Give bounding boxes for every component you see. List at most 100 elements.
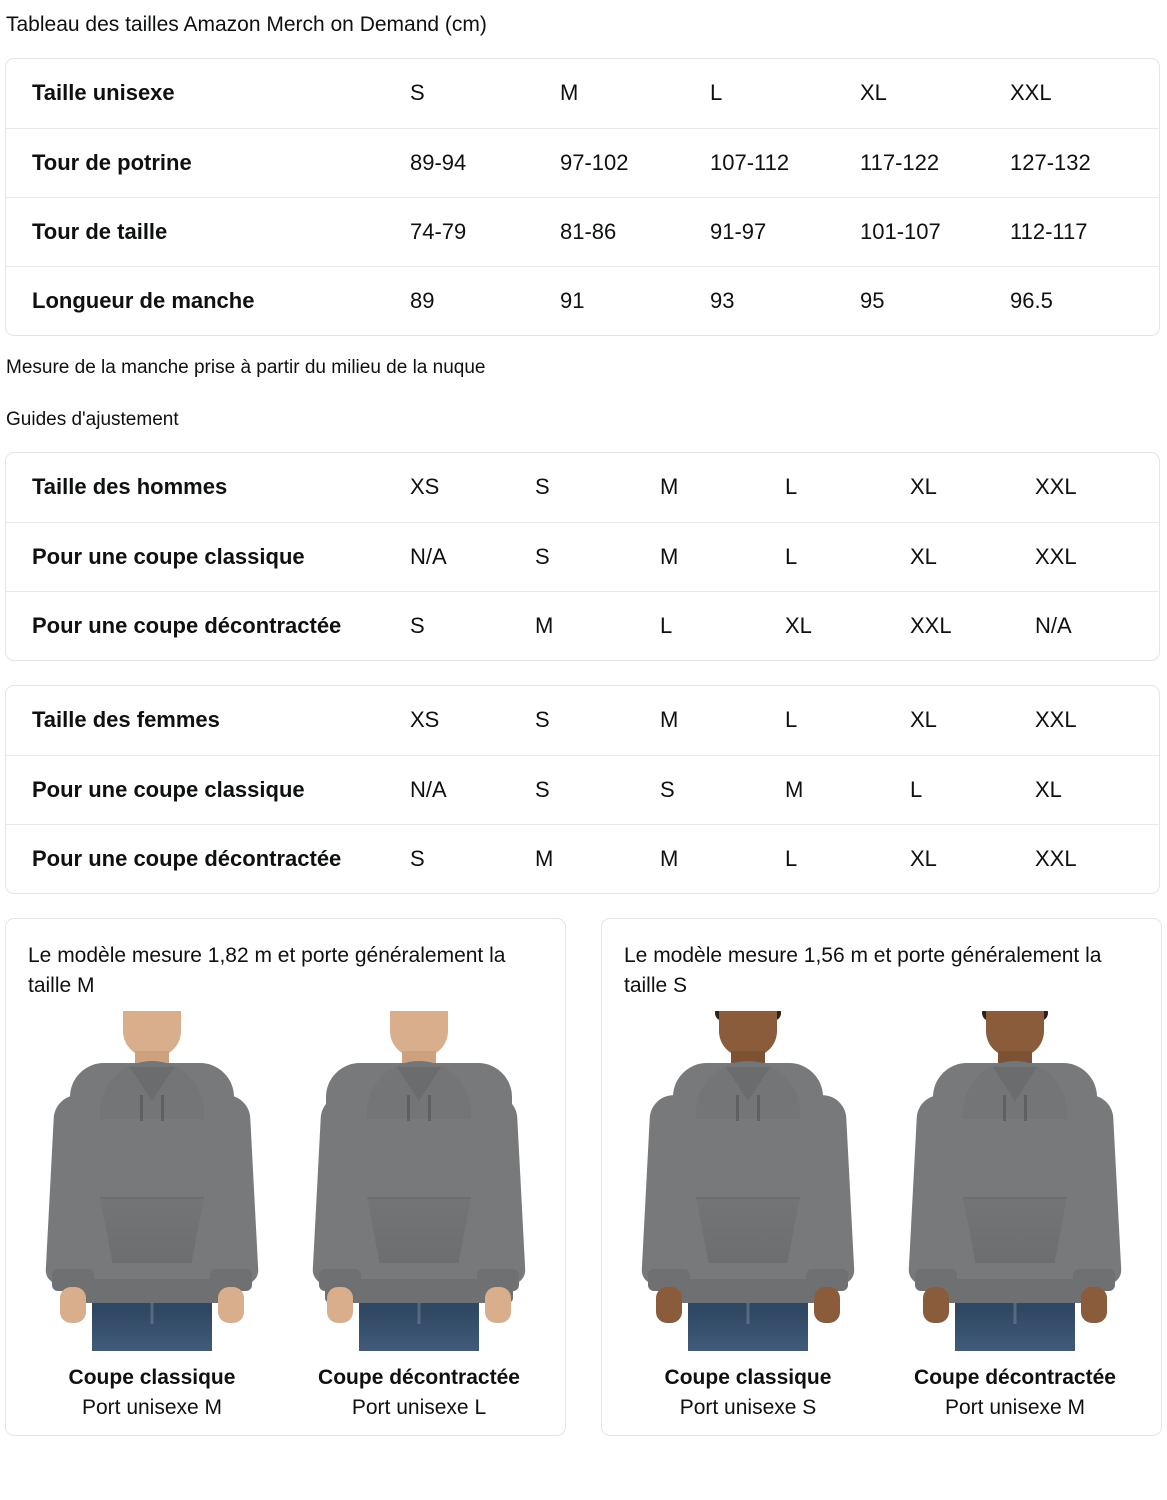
female-classic-photo [624, 1011, 872, 1351]
mens-header-xl: XL [910, 474, 937, 500]
size-chart-header-label: Taille unisexe [32, 80, 175, 106]
mens-relaxed-s: M [535, 590, 660, 660]
female-model-description: Le modèle mesure 1,56 m et porte général… [624, 944, 1102, 997]
cell-waist-m: 81-86 [560, 196, 710, 266]
size-chart-header-xl: XL [860, 80, 887, 106]
row-label-waist: Tour de taille [6, 196, 410, 266]
cell-sleeve-xl: 95 [860, 265, 1010, 335]
male-relaxed-photo [295, 1011, 543, 1351]
cell-waist-s: 74-79 [410, 196, 560, 266]
cell-waist-xl: 101-107 [860, 196, 1010, 266]
womens-row-label-relaxed: Pour une coupe décontractée [6, 823, 410, 893]
womens-fit-header-label: Taille des femmes [32, 707, 220, 733]
womens-row-label-classic: Pour une coupe classique [6, 754, 410, 824]
male-relaxed-wear-label: Port unisexe L [351, 1396, 487, 1419]
figure-male-relaxed: Coupe décontractée Port unisexe L [295, 1011, 543, 1421]
womens-header-m: M [660, 707, 679, 733]
womens-classic-xxl: XL [1035, 754, 1159, 824]
male-classic-photo [28, 1011, 276, 1351]
mens-row-label-classic: Pour une coupe classique [6, 521, 410, 591]
size-chart-header-m: M [560, 80, 579, 106]
table-row-header: Taille des femmes XS S M L XL XXL [6, 686, 1159, 755]
model-card-male: Le modèle mesure 1,82 m et porte général… [5, 918, 566, 1436]
fit-guides-title: Guides d'ajustement [6, 409, 179, 430]
size-chart-header-l: L [710, 80, 723, 106]
womens-relaxed-s: M [535, 823, 660, 893]
womens-relaxed-xs: S [410, 823, 535, 893]
mens-relaxed-m: L [660, 590, 785, 660]
mens-classic-s: S [535, 521, 660, 591]
sleeve-measurement-note: Mesure de la manche prise à partir du mi… [6, 357, 486, 378]
cell-sleeve-xxl: 96.5 [1010, 265, 1159, 335]
mens-classic-xs: N/A [410, 521, 535, 591]
figure-female-relaxed: Coupe décontractée Port unisexe M [891, 1011, 1139, 1421]
table-row: Longueur de manche 89 91 93 95 96.5 [6, 265, 1159, 335]
female-relaxed-fit-label: Coupe décontractée [914, 1366, 1116, 1389]
mens-classic-l: L [785, 521, 910, 591]
mens-header-s: S [535, 474, 550, 500]
womens-relaxed-xl: XL [910, 823, 1035, 893]
womens-fit-guide-table: Taille des femmes XS S M L XL XXL Pour u… [5, 685, 1160, 894]
mens-classic-xxl: XXL [1035, 521, 1159, 591]
male-classic-fit-label: Coupe classique [68, 1366, 236, 1389]
cell-waist-xxl: 112-117 [1010, 196, 1159, 266]
cell-chest-s: 89-94 [410, 127, 560, 197]
womens-relaxed-m: M [660, 823, 785, 893]
table-row: Pour une coupe décontractée S M M L XL X… [6, 823, 1159, 893]
womens-header-xs: XS [410, 707, 440, 733]
cell-sleeve-s: 89 [410, 265, 560, 335]
womens-classic-xl: L [910, 754, 1035, 824]
womens-header-l: L [785, 707, 798, 733]
womens-header-s: S [535, 707, 550, 733]
womens-header-xl: XL [910, 707, 937, 733]
female-relaxed-wear-label: Port unisexe M [944, 1396, 1086, 1419]
figure-female-classic: Coupe classique Port unisexe S [624, 1011, 872, 1421]
mens-relaxed-l: XL [785, 590, 910, 660]
male-classic-wear-label: Port unisexe M [81, 1396, 223, 1419]
table-row: Pour une coupe décontractée S M L XL XXL… [6, 590, 1159, 660]
female-relaxed-photo [891, 1011, 1139, 1351]
model-card-female: Le modèle mesure 1,56 m et porte général… [601, 918, 1162, 1436]
mens-header-xs: XS [410, 474, 440, 500]
table-row: Pour une coupe classique N/A S M L XL XX… [6, 521, 1159, 591]
size-chart-header-s: S [410, 80, 425, 106]
womens-relaxed-l: L [785, 823, 910, 893]
figure-male-classic: Coupe classique Port unisexe M [28, 1011, 276, 1421]
mens-row-label-relaxed: Pour une coupe décontractée [6, 590, 410, 660]
cell-chest-xl: 117-122 [860, 127, 1010, 197]
mens-relaxed-xs: S [410, 590, 535, 660]
mens-relaxed-xl: XXL [910, 590, 1035, 660]
row-label-sleeve: Longueur de manche [6, 265, 410, 335]
row-label-chest: Tour de potrine [6, 127, 410, 197]
cell-chest-m: 97-102 [560, 127, 710, 197]
womens-header-xxl: XXL [1035, 707, 1077, 733]
table-row: Tour de taille 74-79 81-86 91-97 101-107… [6, 196, 1159, 266]
model-cards: Le modèle mesure 1,82 m et porte général… [0, 918, 1167, 1436]
size-chart-header-xxl: XXL [1010, 80, 1052, 106]
mens-fit-header-label: Taille des hommes [32, 474, 228, 500]
womens-classic-xs: N/A [410, 754, 535, 824]
mens-header-m: M [660, 474, 679, 500]
female-classic-wear-label: Port unisexe S [679, 1396, 817, 1419]
table-row: Pour une coupe classique N/A S S M L XL [6, 754, 1159, 824]
table-row-header: Taille des hommes XS S M L XL XXL [6, 453, 1159, 522]
mens-classic-m: M [660, 521, 785, 591]
mens-header-xxl: XXL [1035, 474, 1077, 500]
male-relaxed-fit-label: Coupe décontractée [318, 1366, 520, 1389]
womens-relaxed-xxl: XXL [1035, 823, 1159, 893]
cell-chest-xxl: 127-132 [1010, 127, 1159, 197]
womens-classic-l: M [785, 754, 910, 824]
female-classic-fit-label: Coupe classique [664, 1366, 832, 1389]
page-title: Tableau des tailles Amazon Merch on Dema… [6, 13, 487, 36]
cell-waist-l: 91-97 [710, 196, 860, 266]
cell-sleeve-m: 91 [560, 265, 710, 335]
womens-classic-s: S [535, 754, 660, 824]
mens-header-l: L [785, 474, 798, 500]
mens-classic-xl: XL [910, 521, 1035, 591]
table-row: Tour de potrine 89-94 97-102 107-112 117… [6, 127, 1159, 197]
table-row-header: Taille unisexe S M L XL XXL [6, 59, 1159, 128]
male-model-description: Le modèle mesure 1,82 m et porte général… [28, 944, 506, 997]
mens-fit-guide-table: Taille des hommes XS S M L XL XXL Pour u… [5, 452, 1160, 661]
mens-relaxed-xxl: N/A [1035, 590, 1159, 660]
